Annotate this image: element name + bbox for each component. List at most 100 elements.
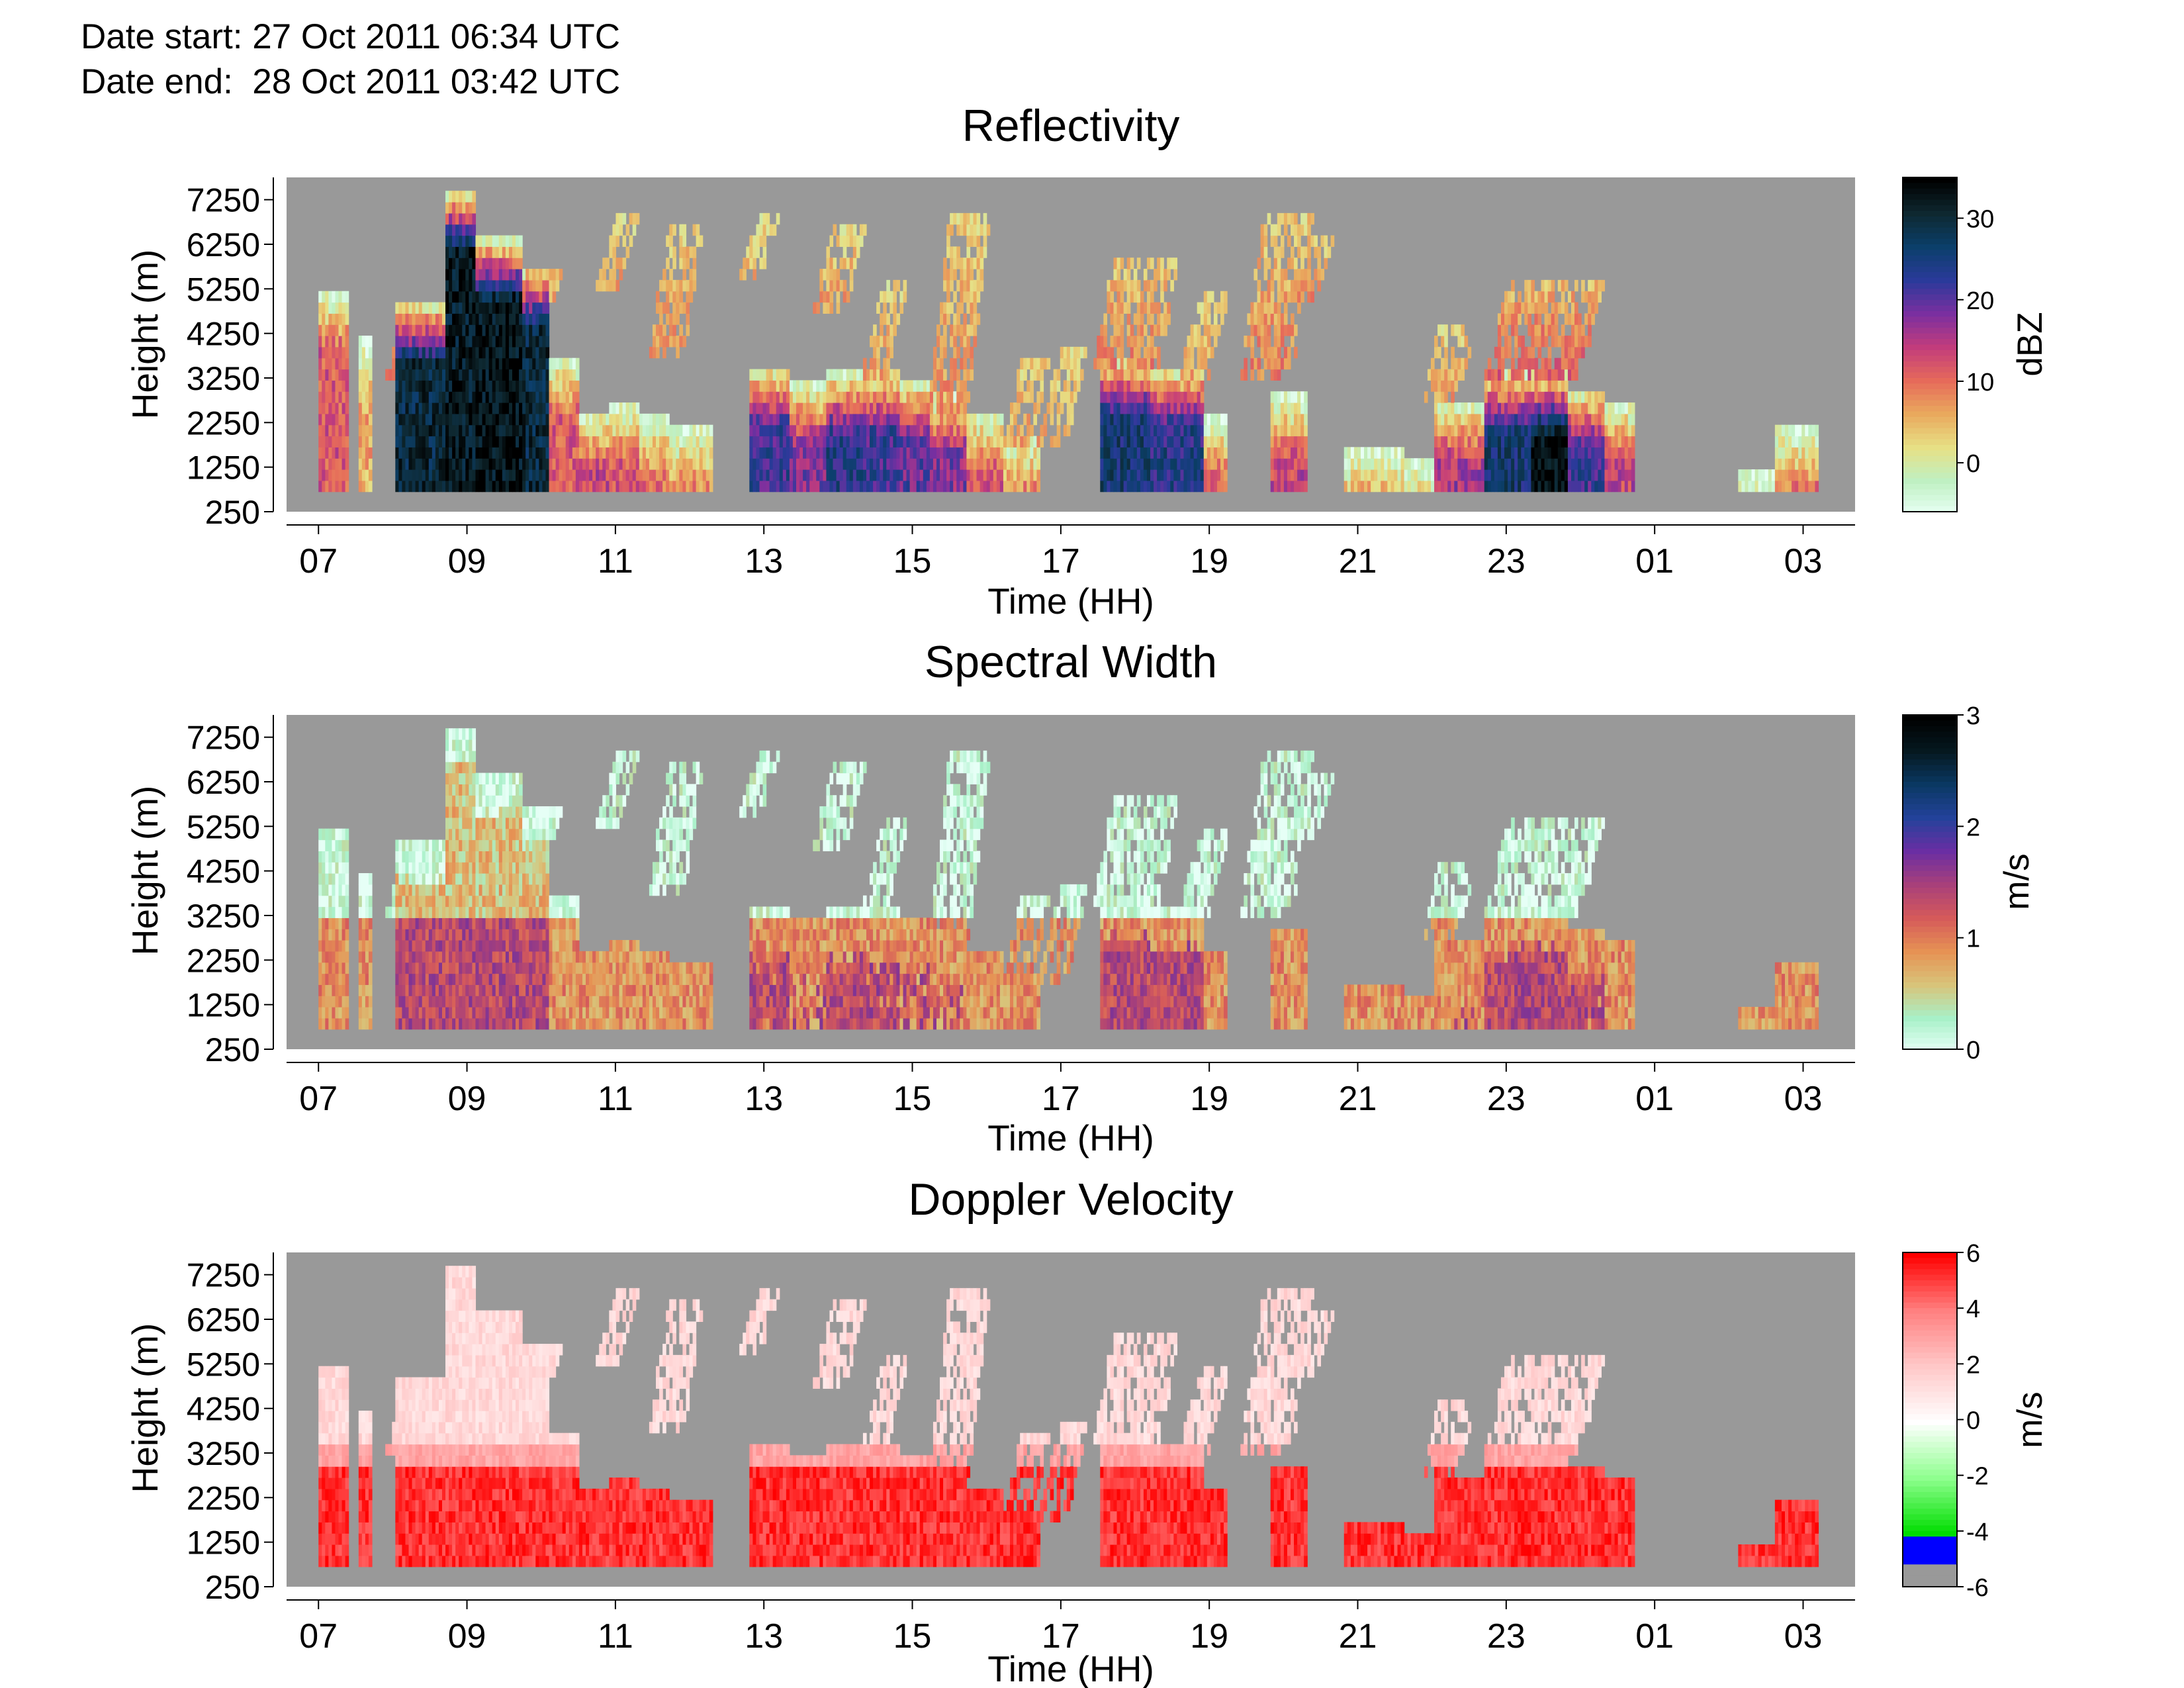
heat-cell-reflectivity (1280, 391, 1285, 403)
heat-cell-reflectivity (485, 369, 490, 381)
heat-cell-reflectivity (322, 480, 326, 492)
heat-cell-reflectivity (782, 391, 787, 403)
heat-cell-reflectivity (1511, 313, 1515, 325)
heat-cell-reflectivity (973, 469, 978, 481)
heat-cell-reflectivity (1617, 424, 1622, 437)
heat-cell-reflectivity (1136, 324, 1141, 336)
heat-cell-reflectivity (1170, 279, 1174, 292)
heat-cell-reflectivity (502, 369, 506, 381)
heat-cell-reflectivity (1754, 480, 1759, 492)
heat-cell-reflectivity (1107, 302, 1111, 314)
heat-cell-reflectivity (1624, 424, 1629, 437)
heat-cell-reflectivity (823, 291, 827, 303)
heat-cell-reflectivity (1508, 402, 1512, 414)
heat-cell-reflectivity (1130, 391, 1134, 403)
heat-cell-reflectivity (769, 480, 774, 492)
heat-cell-reflectivity (615, 212, 620, 225)
heat-cell-reflectivity (1120, 279, 1124, 292)
heat-cell-reflectivity (1110, 291, 1115, 303)
heat-cell-reflectivity (756, 458, 760, 470)
heat-cell-reflectivity (659, 413, 663, 426)
heat-cell-reflectivity (926, 402, 931, 414)
heat-cell-reflectivity (425, 369, 430, 381)
heat-cell-reflectivity (1397, 458, 1402, 470)
heat-cell-reflectivity (996, 447, 1001, 459)
heat-cell-reflectivity (1497, 313, 1502, 325)
heat-cell-reflectivity (996, 436, 1001, 447)
heat-cell-reflectivity (943, 324, 947, 336)
heat-cell-reflectivity (983, 212, 987, 225)
heat-cell-reflectivity (1180, 369, 1185, 381)
heat-cell-reflectivity (1190, 369, 1195, 381)
heat-cell-reflectivity (1197, 424, 1201, 437)
heat-cell-reflectivity (338, 380, 343, 392)
heat-cell-reflectivity (1551, 447, 1555, 459)
heat-cell-reflectivity (408, 447, 413, 459)
heat-cell-reflectivity (1494, 369, 1498, 381)
heat-cell-reflectivity (469, 480, 473, 492)
heat-cell-reflectivity (1307, 224, 1311, 236)
heat-cell-reflectivity (953, 336, 957, 348)
heat-cell-reflectivity (1167, 258, 1171, 269)
heat-cell-reflectivity (960, 436, 964, 447)
heat-cell-reflectivity (535, 469, 539, 481)
heat-cell-reflectivity (475, 391, 480, 403)
heat-cell-reflectivity (1003, 458, 1007, 470)
heat-cell-reflectivity (1160, 436, 1164, 447)
heat-cell-reflectivity (1781, 447, 1786, 459)
heat-cell-reflectivity (498, 458, 503, 470)
heat-cell-reflectivity (1283, 469, 1288, 481)
heat-cell-reflectivity (963, 380, 968, 392)
heat-cell-reflectivity (445, 402, 449, 414)
heat-cell-reflectivity (1457, 458, 1462, 470)
heat-cell-reflectivity (689, 269, 694, 281)
heat-cell-reflectivity (428, 336, 433, 348)
heat-cell-reflectivity (976, 235, 981, 247)
heat-cell-reflectivity (1197, 402, 1201, 414)
heat-cell-reflectivity (1578, 346, 1582, 359)
heat-cell-reflectivity (482, 380, 486, 392)
heat-cell-reflectivity (1206, 369, 1211, 381)
heat-cell-reflectivity (1451, 413, 1455, 426)
heat-cell-reflectivity (559, 413, 563, 426)
heat-cell-reflectivity (886, 380, 890, 392)
heat-cell-reflectivity (799, 413, 803, 426)
heat-cell-reflectivity (622, 480, 627, 492)
heat-cell-reflectivity (852, 424, 857, 437)
heat-cell-reflectivity (852, 447, 857, 459)
heat-cell-reflectivity (1270, 279, 1275, 292)
heat-cell-reflectivity (361, 357, 366, 370)
heat-cell-reflectivity (679, 424, 683, 437)
heat-cell-reflectivity (1360, 480, 1365, 492)
heat-cell-reflectivity (532, 458, 536, 470)
colorbar-segment (1903, 445, 1957, 451)
heat-cell-reflectivity (1304, 391, 1308, 403)
heat-cell-reflectivity (1126, 279, 1131, 292)
heat-cell-reflectivity (876, 346, 880, 359)
heat-cell-reflectivity (899, 458, 904, 470)
heat-cell-reflectivity (919, 413, 924, 426)
heat-cell-reflectivity (1461, 413, 1465, 426)
heat-cell-reflectivity (485, 269, 490, 281)
heat-cell-reflectivity (1017, 436, 1021, 447)
heat-cell-reflectivity (889, 424, 893, 437)
heat-cell-reflectivity (1297, 480, 1301, 492)
heat-cell-reflectivity (408, 357, 413, 370)
heat-cell-reflectivity (452, 291, 456, 303)
heat-cell-reflectivity (1157, 447, 1161, 459)
heat-cell-reflectivity (960, 413, 964, 426)
heat-cell-reflectivity (402, 357, 406, 370)
heat-cell-reflectivity (1627, 469, 1632, 481)
heat-cell-reflectivity (1133, 336, 1138, 348)
heat-cell-reflectivity (1167, 380, 1171, 392)
heat-cell-reflectivity (1561, 402, 1565, 414)
heat-cell-reflectivity (532, 336, 536, 348)
heat-cell-reflectivity (782, 424, 787, 437)
heat-cell-reflectivity (1541, 424, 1545, 437)
heat-cell-spectral-width (332, 973, 336, 985)
heat-cell-reflectivity (328, 313, 333, 325)
heat-cell-reflectivity (1584, 458, 1588, 470)
heat-cell-reflectivity (1140, 447, 1144, 459)
colorbar-segment (1903, 400, 1957, 406)
